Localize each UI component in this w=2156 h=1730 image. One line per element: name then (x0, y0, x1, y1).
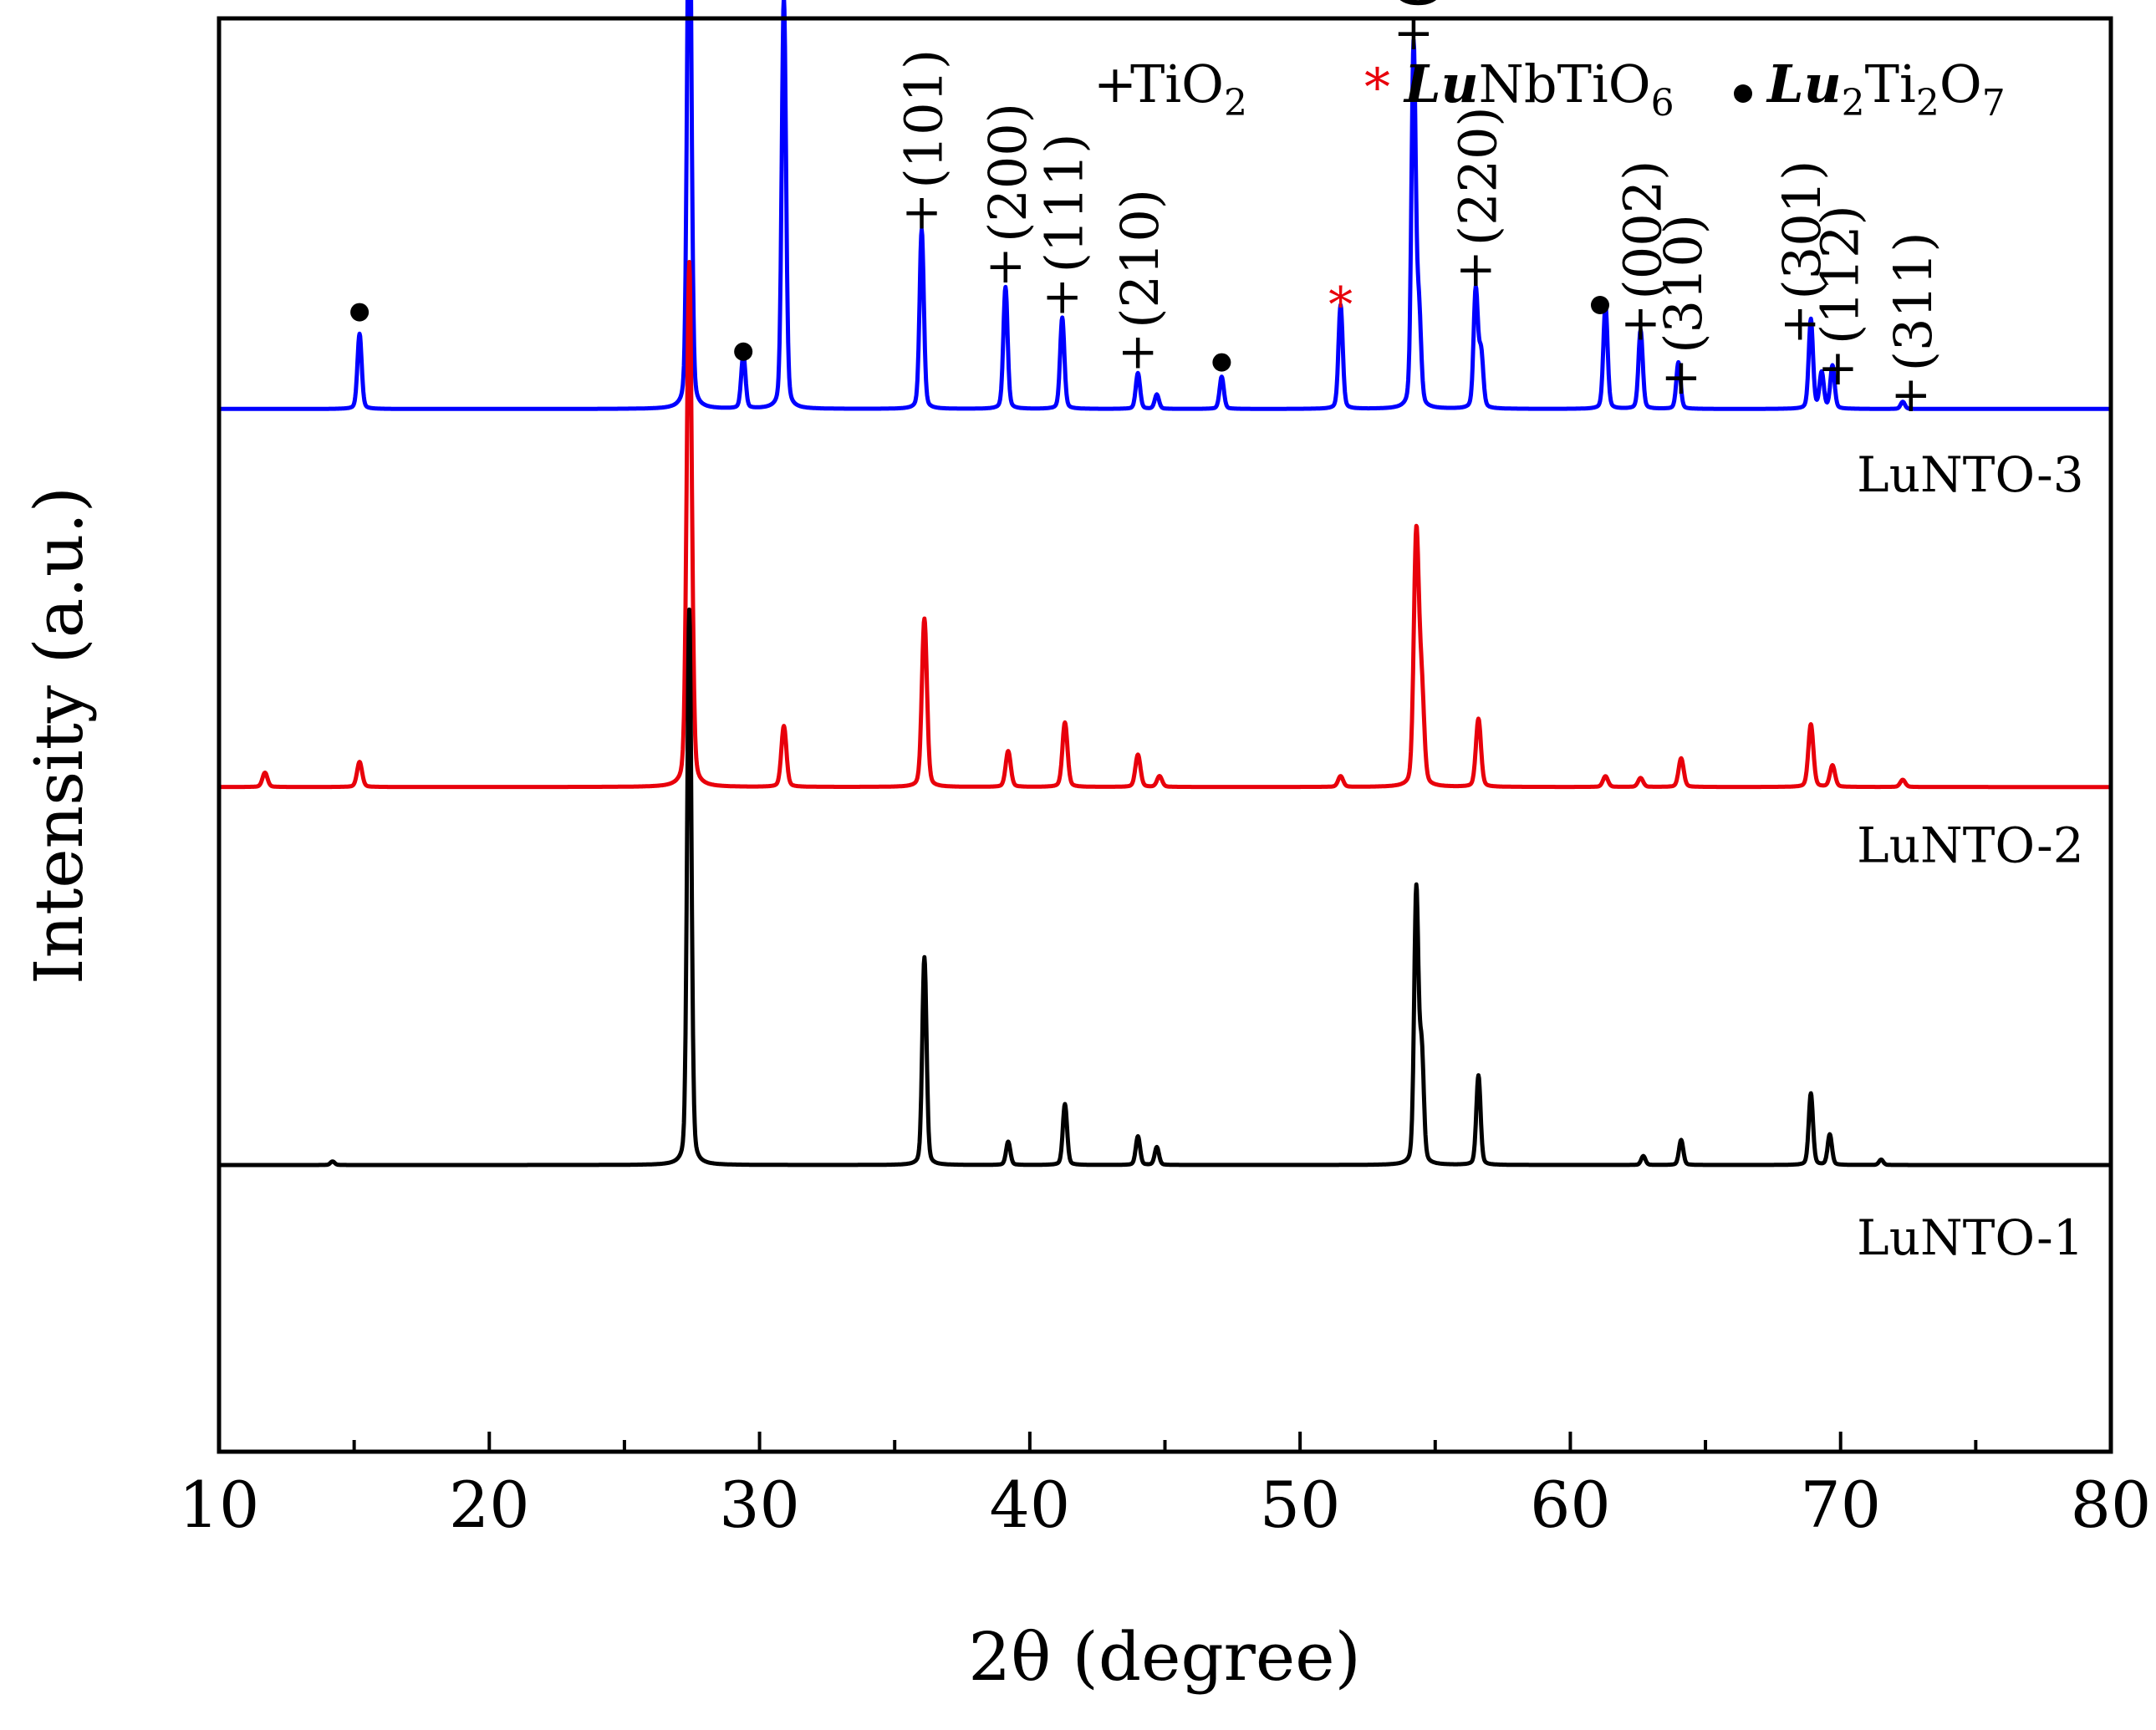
peak-annotation: +(220) (1447, 106, 1508, 298)
lu2ti2o7-marker (734, 342, 753, 361)
series-labels: LuNTO-3 LuNTO-2 LuNTO-1 (1857, 446, 2083, 1266)
lunbtio6-marker: * (772, 0, 796, 18)
x-tick-label: 20 (449, 1468, 530, 1542)
tio2-marker: + (901, 184, 942, 241)
tio2-marker: + (1890, 366, 1931, 423)
series-label: LuNTO-2 (1857, 817, 2083, 874)
legend-symbol-asterisk: * (1364, 57, 1390, 118)
peak-annotation: +(112) (1809, 205, 1870, 396)
tio2-marker: + (1817, 339, 1858, 396)
tio2-marker: + (1620, 294, 1661, 351)
peak-annotation (1212, 353, 1231, 372)
peak-annotation: +(301) (1771, 160, 1832, 352)
miller-index-label: (310) (1653, 214, 1714, 354)
peak-annotation: +(200) (977, 103, 1038, 294)
tio2-marker: + (1780, 294, 1821, 351)
peak-annotation: +(310) (1653, 214, 1714, 405)
legend-symbol-plus: + (1093, 53, 1137, 114)
legend-entry-tio2: +TiO2 (1093, 53, 1247, 125)
legend: +TiO2 * LuNbTiO6 Lu2Ti2O7 (1093, 53, 2006, 125)
x-tick-label: 80 (2071, 1468, 2152, 1542)
lu2ti2o7-marker (1590, 296, 1609, 314)
lu2ti2o7-marker (350, 303, 370, 322)
peak-annotations: +(110)*+(101)+(200)+(111)+(210)*+(211)+(… (350, 0, 1944, 423)
legend-symbol-dot (1734, 84, 1752, 103)
tio2-marker: + (985, 237, 1026, 294)
x-tick-label: 30 (719, 1468, 800, 1542)
legend-entry-lu2ti2o7: Lu2Ti2O7 (1734, 53, 2006, 125)
peak-annotation: +(101) (894, 49, 955, 241)
miller-index-label: (211) (1385, 0, 1446, 9)
lu2ti2o7-marker (1212, 353, 1231, 372)
x-tick-label: 40 (989, 1468, 1070, 1542)
series-label: LuNTO-3 (1857, 446, 2083, 503)
peak-annotation (350, 303, 370, 322)
series-line-lunto-2 (217, 260, 2113, 790)
legend-entry-lunbtio6: * LuNbTiO6 (1364, 53, 1674, 125)
miller-index-label: (210) (1109, 189, 1170, 328)
legend-label-lu2ti2o7: Lu2Ti2O7 (1766, 53, 2006, 125)
x-tick-label: 50 (1260, 1468, 1341, 1542)
miller-index-label: (112) (1809, 205, 1870, 344)
series-label: LuNTO-1 (1857, 1209, 2083, 1266)
tio2-marker: + (1661, 349, 1702, 405)
peak-annotation (734, 342, 753, 361)
tio2-marker: + (1118, 323, 1159, 380)
x-tick-label: 10 (179, 1468, 260, 1542)
x-axis: 10 20 30 40 50 60 70 80 (179, 1432, 2152, 1542)
miller-index-label: (200) (977, 103, 1038, 242)
miller-index-label: (220) (1447, 106, 1508, 246)
miller-index-label: (111) (1034, 134, 1095, 273)
peak-annotation: +(210) (1109, 189, 1170, 380)
y-axis-label: Intensity (a.u.) (20, 486, 98, 985)
miller-index-label: (101) (894, 49, 955, 189)
miller-index-label: (311) (1883, 232, 1944, 371)
x-axis-label: 2θ (degree) (968, 1618, 1361, 1696)
series-line-lunto-1 (217, 607, 2113, 1168)
peak-annotation: * (1328, 277, 1353, 333)
series-line-lunto-3 (217, 0, 2113, 411)
peak-annotation: +(002) (1612, 160, 1673, 352)
series-layer (217, 0, 2113, 1168)
miller-index-label: (002) (1612, 160, 1673, 300)
legend-label-lunbtio6: LuNbTiO6 (1403, 53, 1674, 125)
x-tick-label: 70 (1800, 1468, 1881, 1542)
tio2-marker: + (1394, 4, 1435, 61)
tio2-marker: + (1042, 267, 1083, 324)
lunbtio6-marker: * (1328, 277, 1353, 333)
peak-annotation: +(211) (1385, 0, 1446, 61)
peak-annotation (1590, 296, 1609, 314)
peak-annotation: * (772, 0, 796, 18)
x-tick-label: 60 (1530, 1468, 1611, 1542)
peak-annotation: +(311) (1883, 232, 1944, 423)
tio2-marker: + (1455, 241, 1496, 298)
peak-annotation: +(111) (1034, 134, 1095, 325)
legend-label-tio2: TiO2 (1130, 53, 1247, 125)
miller-index-label: (301) (1771, 160, 1832, 300)
